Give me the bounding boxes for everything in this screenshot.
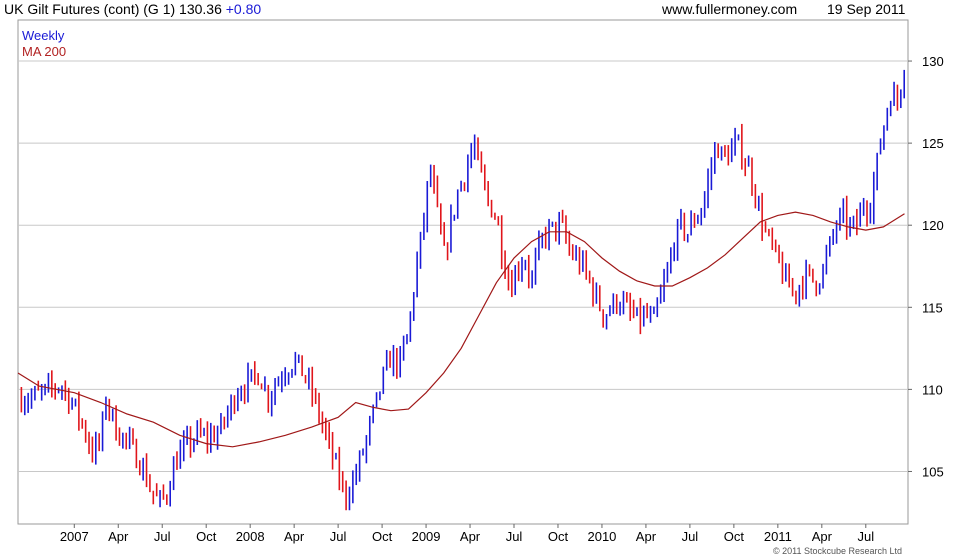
x-tick-label: 2011 bbox=[764, 529, 792, 544]
x-tick-label: Jul bbox=[154, 529, 171, 544]
x-tick-label: Jul bbox=[330, 529, 347, 544]
chart-date: 19 Sep 2011 bbox=[827, 1, 906, 17]
x-tick-label: Jul bbox=[857, 529, 874, 544]
site-link[interactable]: www.fullermoney.com bbox=[662, 1, 798, 17]
chart-header: UK Gilt Futures (cont) (G 1) 130.36 +0.8… bbox=[0, 0, 960, 20]
ma-line bbox=[17, 211, 905, 448]
plot-frame bbox=[17, 19, 909, 525]
x-tick-label: Apr bbox=[460, 529, 481, 544]
y-axis: 105 110 115 120 125 130 bbox=[908, 54, 944, 479]
x-tick-label: Apr bbox=[812, 529, 833, 544]
x-tick-label: Apr bbox=[636, 529, 657, 544]
x-tick-label: 2010 bbox=[587, 529, 616, 544]
x-tick-label: 2007 bbox=[60, 529, 89, 544]
x-tick-label: 2009 bbox=[412, 529, 441, 544]
x-axis: 2007 Apr Jul Oct 2008 Apr Jul Oct 2009 Apr Jul Oct 2… bbox=[60, 524, 874, 544]
title-text: UK Gilt Futures (cont) (G 1) 130.36 bbox=[4, 1, 222, 17]
y-tick-label: 105 bbox=[922, 464, 944, 479]
x-tick-label: Oct bbox=[724, 529, 745, 544]
x-tick-label: Jul bbox=[506, 529, 523, 544]
legend-ma200: MA 200 bbox=[22, 44, 67, 59]
y-tick-label: 130 bbox=[922, 54, 944, 69]
x-tick-label: Oct bbox=[196, 529, 217, 544]
chart-title: UK Gilt Futures (cont) (G 1) 130.36 +0.8… bbox=[4, 1, 261, 17]
y-tick-label: 125 bbox=[922, 136, 944, 151]
copyright: © 2011 Stockcube Research Ltd bbox=[773, 546, 902, 556]
x-tick-label: Oct bbox=[372, 529, 393, 544]
y-tick-label: 115 bbox=[922, 300, 943, 315]
x-tick-label: Jul bbox=[682, 529, 699, 544]
x-tick-label: Apr bbox=[284, 529, 305, 544]
y-tick-label: 110 bbox=[922, 382, 943, 397]
x-tick-label: 2008 bbox=[236, 529, 265, 544]
legend-weekly: Weekly bbox=[22, 28, 65, 43]
ma-line-group bbox=[17, 211, 905, 448]
legend: Weekly MA 200 bbox=[22, 28, 66, 60]
grid-lines bbox=[18, 60, 908, 472]
y-tick-label: 120 bbox=[922, 218, 944, 233]
x-tick-label: Oct bbox=[548, 529, 569, 544]
x-tick-label: Apr bbox=[108, 529, 129, 544]
change-value: +0.80 bbox=[225, 1, 262, 17]
candles bbox=[20, 69, 906, 511]
